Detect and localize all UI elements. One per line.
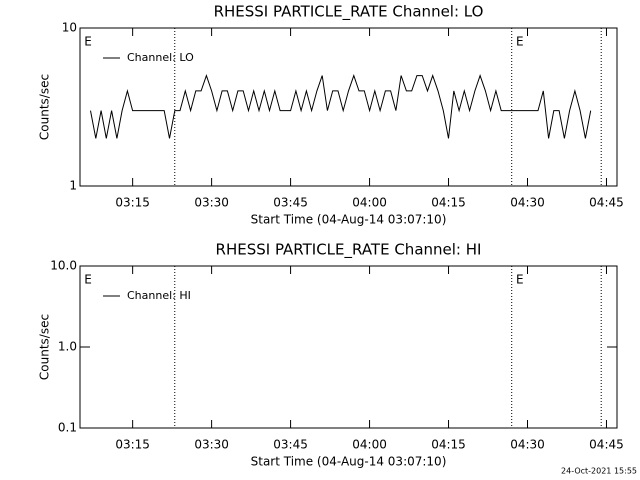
x-tick-label: 04:45 bbox=[589, 196, 624, 210]
y-tick-label: 1.0 bbox=[58, 340, 77, 354]
x-tick-label: 03:15 bbox=[115, 196, 150, 210]
x-tick-label: 04:00 bbox=[352, 438, 387, 452]
x-tick-label: 04:15 bbox=[431, 196, 466, 210]
panel-title: RHESSI PARTICLE_RATE Channel: HI bbox=[216, 241, 482, 260]
x-tick-label: 03:45 bbox=[273, 196, 308, 210]
event-label: E bbox=[516, 273, 524, 287]
y-tick-label: 0.1 bbox=[58, 421, 77, 435]
footer: 24-Oct-2021 15:55 bbox=[561, 467, 637, 476]
x-tick-label: 04:00 bbox=[352, 196, 387, 210]
data-line bbox=[90, 74, 592, 139]
x-tick-label: 04:30 bbox=[510, 438, 545, 452]
event-label: E bbox=[84, 35, 92, 49]
plot-frame bbox=[79, 27, 618, 187]
x-axis-label: Start Time (04-Aug-14 03:07:10) bbox=[251, 455, 447, 469]
x-tick-label: 03:45 bbox=[273, 438, 308, 452]
x-tick-label: 03:30 bbox=[194, 438, 229, 452]
event-label: E bbox=[84, 273, 92, 287]
y-axis-label: Counts/sec bbox=[38, 74, 52, 140]
x-tick-label: 03:15 bbox=[115, 438, 150, 452]
x-tick-label: 04:15 bbox=[431, 438, 466, 452]
y-axis-label: Counts/sec bbox=[38, 314, 52, 380]
x-tick-label: 04:45 bbox=[589, 438, 624, 452]
y-tick-label: 10 bbox=[62, 21, 77, 35]
x-axis-label: Start Time (04-Aug-14 03:07:10) bbox=[251, 213, 447, 227]
x-tick-label: 03:30 bbox=[194, 196, 229, 210]
panel-title: RHESSI PARTICLE_RATE Channel: LO bbox=[214, 3, 484, 22]
y-tick-label: 10.0 bbox=[50, 259, 77, 273]
legend-label: Channel: LO bbox=[127, 51, 194, 64]
x-tick-label: 04:30 bbox=[510, 196, 545, 210]
legend-label: Channel: HI bbox=[127, 289, 191, 302]
event-label: E bbox=[516, 35, 524, 49]
y-tick-label: 1 bbox=[69, 179, 77, 193]
